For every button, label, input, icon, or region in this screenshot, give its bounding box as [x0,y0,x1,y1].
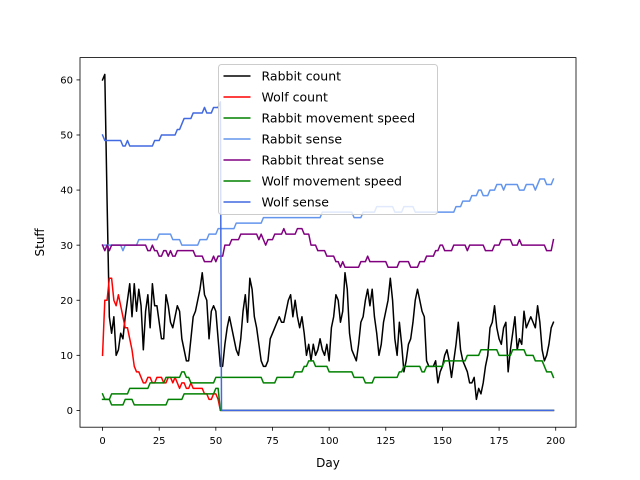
legend-label-rabbit-sense-3: Rabbit sense [262,132,343,147]
y-axis-label: Stuff [33,228,47,257]
y-tick-label: 0 [67,406,73,417]
series-line-rabbit-threat-sense-4 [101,227,555,268]
x-tick-label: 25 [153,436,166,447]
x-tick-label: 50 [209,436,222,447]
legend-label-wolf-movement-speed-5: Wolf movement speed [262,174,402,189]
x-tick-label: 175 [490,436,509,447]
legend-box [218,64,438,215]
legend-label-wolf-count-1: Wolf count [262,90,328,105]
y-tick-label: 30 [60,241,73,252]
x-tick-label: 150 [433,436,452,447]
legend-label-rabbit-threat-sense-4: Rabbit threat sense [262,153,385,168]
y-tick-label: 20 [60,296,73,307]
x-tick-label: 75 [266,436,279,447]
legend: Rabbit count Wolf count Rabbit movement sp… [218,64,438,215]
series-line-rabbit-count-0 [101,73,555,401]
x-tick-label: 0 [99,436,105,447]
x-tick-label: 125 [376,436,395,447]
x-tick-label: 200 [546,436,565,447]
series-line-rabbit-sense-3 [101,178,555,252]
y-tick-label: 40 [60,186,73,197]
y-tick-label: 10 [60,351,73,362]
series-line-wolf-sense-6 [101,101,555,412]
legend-label-rabbit-movement-speed-2: Rabbit movement speed [262,111,416,126]
y-tick-label: 50 [60,131,73,142]
ticks-layer: 0 25 50 75 100 125 150 175 200 0 10 20 30 40 50 60 [60,76,565,448]
plot-frame [79,57,577,428]
series-line-wolf-movement-speed-5 [101,387,555,412]
series-layer [101,73,555,412]
x-axis-label: Day [316,456,340,470]
legend-label-rabbit-count-0: Rabbit count [262,69,342,84]
series-line-rabbit-movement-speed-2 [101,349,555,401]
legend-label-wolf-sense-6: Wolf sense [262,195,330,210]
x-tick-label: 100 [320,436,339,447]
y-tick-label: 60 [60,76,73,87]
